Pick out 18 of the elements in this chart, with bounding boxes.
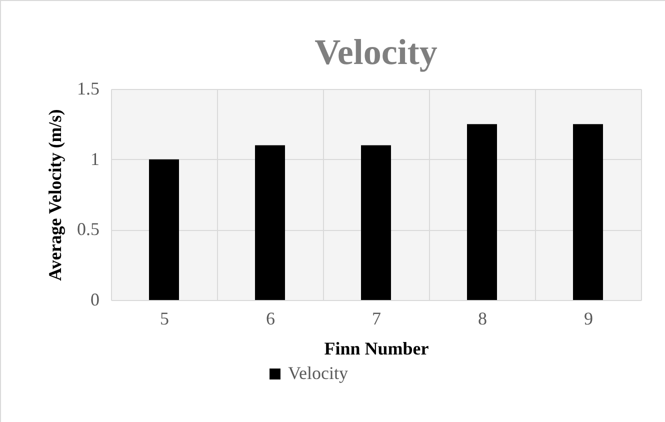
x-tick-label: 7 (372, 308, 381, 328)
x-tick-label: 9 (584, 308, 593, 328)
x-tick-label: 6 (266, 308, 275, 328)
y-tick-label: 0 (90, 290, 100, 310)
y-tick-label: 0.5 (77, 219, 100, 240)
chart-title: Velocity (314, 32, 438, 72)
bar (255, 145, 285, 300)
bar (467, 124, 497, 300)
x-tick-label: 5 (160, 308, 169, 328)
y-axis-title: Average Velocity (m/s) (45, 109, 65, 281)
bar (361, 145, 391, 300)
bar (149, 159, 179, 300)
bar (573, 124, 603, 300)
y-tick-label: 1 (90, 148, 100, 169)
legend-label: Velocity (288, 363, 348, 383)
y-tick-label: 1.5 (77, 78, 100, 98)
x-axis-title: Finn Number (324, 338, 429, 358)
x-tick-label: 8 (478, 308, 487, 328)
